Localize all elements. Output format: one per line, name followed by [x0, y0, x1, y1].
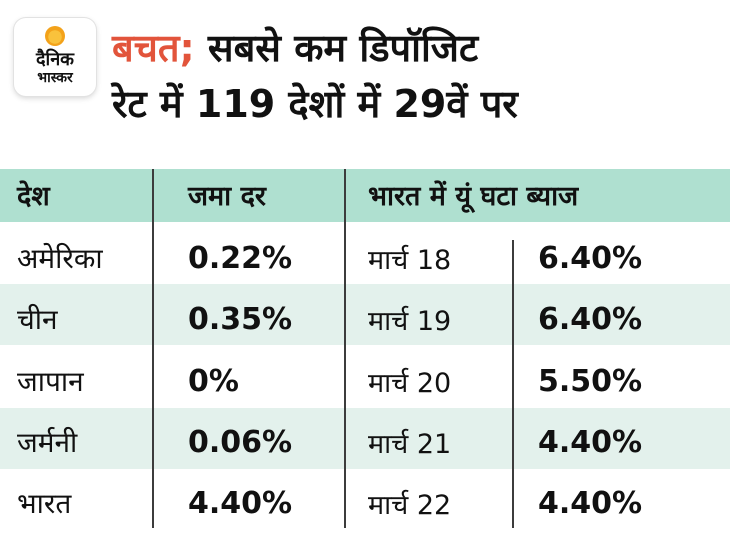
table-row-shade	[0, 284, 730, 345]
header-deposit-rate: जमा दर	[188, 181, 266, 212]
month-cell: मार्च 20	[368, 368, 452, 399]
month-cell: मार्च 19	[368, 306, 452, 337]
table-header	[0, 169, 730, 222]
column-divider	[344, 169, 346, 528]
country-cell: जर्मनी	[17, 426, 78, 459]
country-cell: भारत	[17, 487, 72, 520]
month-cell: मार्च 21	[368, 429, 452, 460]
title-line1-text: सबसे कम डिपॉजिट	[194, 26, 479, 70]
deposit-rate-cell: 0.35%	[188, 302, 293, 337]
logo-text-line2: भास्कर	[37, 70, 73, 86]
title-line2: रेट में 119 देशों में 29वें पर	[112, 82, 518, 126]
table-row-shade	[0, 408, 730, 469]
deposit-rate-cell: 0%	[188, 364, 239, 399]
column-divider	[152, 169, 154, 528]
column-divider	[512, 240, 514, 528]
title-line1: बचत; सबसे कम डिपॉजिट	[112, 20, 722, 76]
country-cell: जापान	[17, 365, 84, 398]
sun-icon	[45, 26, 65, 46]
deposit-rate-cell: 0.22%	[188, 241, 293, 276]
month-cell: मार्च 22	[368, 490, 452, 521]
india-rate-cell: 6.40%	[538, 241, 643, 276]
india-rate-cell: 4.40%	[538, 486, 643, 521]
month-cell: मार्च 18	[368, 245, 452, 276]
india-rate-cell: 5.50%	[538, 364, 643, 399]
india-rate-cell: 6.40%	[538, 302, 643, 337]
title-highlight: बचत;	[112, 26, 195, 70]
india-rate-cell: 4.40%	[538, 425, 643, 460]
logo-text-line1: दैनिक	[35, 49, 75, 70]
dainik-bhaskar-logo: दैनिक भास्कर	[14, 18, 96, 96]
deposit-rate-cell: 4.40%	[188, 486, 293, 521]
deposit-rate-cell: 0.06%	[188, 425, 293, 460]
page-title: बचत; सबसे कम डिपॉजिट रेट में 119 देशों म…	[112, 20, 722, 132]
country-cell: अमेरिका	[17, 242, 103, 275]
header-india-rate: भारत में यूं घटा ब्याज	[368, 181, 579, 212]
header-country: देश	[17, 181, 50, 212]
country-cell: चीन	[17, 303, 58, 336]
